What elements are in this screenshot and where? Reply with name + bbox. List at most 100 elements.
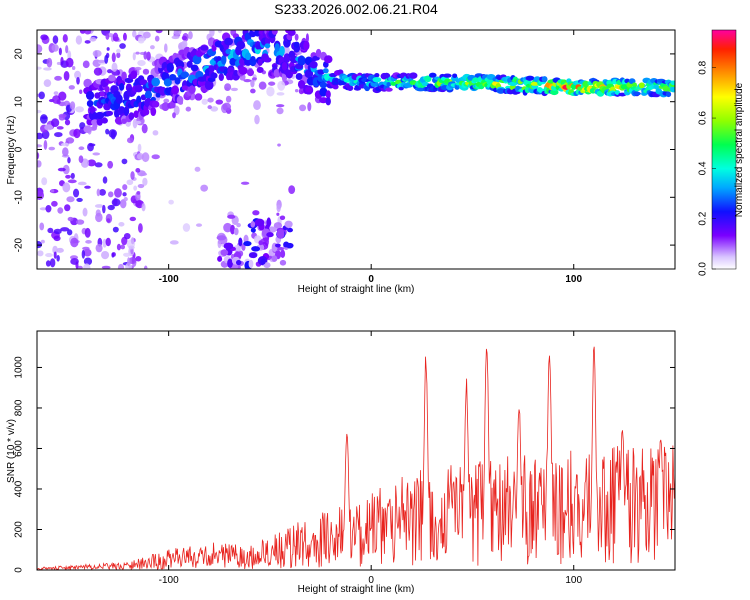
spectrogram-cell — [266, 232, 274, 238]
spectrogram-cell — [45, 204, 52, 213]
spectrogram-cell — [227, 258, 233, 269]
spectrogram-cell — [194, 93, 203, 101]
x-tick-label: 0 — [368, 575, 374, 586]
spectrogram-cell — [307, 102, 312, 112]
snr-series-line — [37, 346, 675, 570]
spectrogram-cell — [39, 114, 48, 124]
spectrogram-cell — [277, 143, 281, 147]
spectrogram-cell — [134, 66, 142, 71]
spectrogram-cell — [266, 86, 275, 97]
spectrogram-cell — [279, 215, 286, 221]
spectrogram-cell — [185, 106, 192, 112]
spectrogram-cell — [283, 53, 291, 64]
spectrogram-cell — [128, 257, 137, 265]
spectrogram-cell — [215, 99, 224, 105]
spectrogram-cell — [416, 87, 426, 92]
spectrogram-cell — [287, 30, 296, 37]
spectrogram-cell — [188, 85, 196, 94]
spectrogram-cell — [111, 198, 121, 207]
spectrogram-cell — [171, 35, 180, 40]
spectrogram-cell — [295, 73, 303, 81]
spectrogram-cell — [288, 185, 296, 195]
spectrogram-cell — [40, 34, 49, 41]
spectrogram-cell — [107, 160, 114, 169]
spectrogram-cell — [44, 124, 54, 131]
spectrogram-cell — [276, 228, 285, 239]
spectrogram-cell — [107, 191, 114, 198]
spectrogram-cell — [37, 44, 43, 54]
spectrogram-cell — [78, 146, 85, 151]
colorbar-tick-label: 0.2 — [698, 211, 709, 225]
spectrogram-cell — [126, 179, 134, 186]
spectrogram-cell — [276, 107, 284, 115]
spectrogram-cell — [76, 197, 83, 203]
spectrogram-cell — [64, 204, 71, 212]
spectrogram-cell — [95, 243, 103, 253]
spectrogram-cell — [52, 245, 58, 255]
spectrogram-cell — [230, 87, 238, 92]
spectrogram-cell — [123, 252, 131, 257]
spectrogram-cell — [273, 222, 283, 229]
spectrogram-cell — [84, 227, 91, 238]
spectrogram-cell — [56, 247, 64, 253]
spectrogram-cell — [150, 45, 155, 50]
spectrogram-cell — [172, 112, 176, 119]
spectrogram-background — [37, 30, 675, 269]
spectrogram-cell — [142, 177, 148, 186]
spectrogram-cell — [54, 75, 62, 81]
spectrogram-cell — [70, 237, 79, 248]
spectrogram-cell — [123, 106, 130, 116]
spectrogram-cell — [204, 80, 214, 91]
spectrogram-cell — [132, 118, 138, 129]
y-tick-label: 600 — [14, 440, 25, 457]
spectrogram-cell — [631, 82, 637, 88]
spectrogram-cell — [168, 73, 177, 81]
spectrogram-cell — [132, 30, 137, 38]
spectrogram-cell — [409, 72, 418, 79]
spectrogram-cell — [385, 87, 393, 92]
spectrogram-cell — [166, 62, 174, 73]
spectrogram-cell — [65, 45, 69, 54]
spectrogram-cell — [78, 155, 84, 164]
spectrogram-cell — [141, 152, 150, 163]
spectrogram-cell — [37, 190, 45, 200]
spectrogram-cell — [236, 40, 246, 50]
spectrogram-cell — [117, 263, 125, 269]
spectrogram-cell — [194, 166, 201, 172]
spectrogram-cell — [188, 31, 193, 40]
spectrogram-cell — [248, 30, 253, 31]
spectrogram-cell — [294, 88, 299, 93]
spectrogram-cell — [99, 91, 105, 97]
spectrogram-cell — [52, 35, 59, 44]
y-tick-label: 0 — [14, 146, 25, 152]
spectrogram-cell — [223, 222, 232, 233]
spectrogram-cell — [398, 86, 404, 91]
spectrogram-cell — [74, 70, 82, 80]
spectrogram-cell — [238, 237, 243, 247]
spectrogram-cell — [254, 218, 265, 227]
spectrogram-cell — [53, 235, 61, 242]
spectrogram-cell — [142, 108, 150, 116]
y-tick-label: -10 — [14, 190, 25, 205]
spectrogram-cell — [73, 128, 81, 139]
spectrogram-cell — [638, 82, 645, 89]
spectrogram-cell — [116, 48, 121, 54]
spectrogram-cell — [77, 181, 87, 186]
spectrogram-cell — [252, 22, 259, 30]
spectrogram-cell — [67, 157, 71, 164]
figure-title: S233.2026.002.06.21.R04 — [274, 1, 438, 17]
spectrogram-cell — [51, 44, 59, 52]
spectrogram-cell — [96, 117, 103, 126]
spectrogram-cell — [140, 172, 148, 176]
spectrogram-cell — [134, 84, 143, 93]
spectrogram-cell — [135, 255, 142, 262]
spectrogram-cell — [84, 40, 91, 44]
spectrogram-cell — [144, 90, 153, 99]
spectrogram-cell — [65, 57, 74, 68]
spectrogram-cell — [120, 244, 126, 250]
spectrogram-cell — [104, 54, 109, 64]
spectrogram-cell — [83, 248, 92, 257]
spectrogram-cell — [43, 67, 52, 71]
spectrogram-cell — [200, 45, 209, 51]
